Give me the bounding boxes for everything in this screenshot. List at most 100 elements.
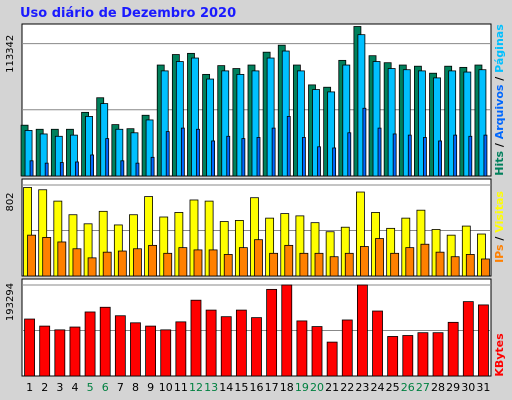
bar-files-28	[438, 140, 442, 177]
bar-pages-27	[418, 70, 426, 177]
bar-ips-26	[405, 247, 415, 277]
bar-pages-21	[327, 91, 336, 177]
bar-files-27	[423, 137, 427, 177]
bar-files-3	[59, 162, 64, 177]
x-tick-label-12: 12	[189, 381, 203, 394]
bar-pages-15	[236, 73, 245, 177]
bar-files-26	[407, 134, 412, 177]
bar-files-10	[165, 131, 170, 177]
x-tick-label-6: 6	[102, 381, 109, 394]
chart-title: Uso diário de Dezembro 2020	[20, 6, 237, 21]
bar-ips-16	[254, 239, 263, 277]
bar-kbytes-10	[160, 329, 172, 377]
bar-files-9	[150, 156, 155, 177]
bar-ips-3	[57, 241, 67, 277]
x-tick-label-13: 13	[204, 381, 218, 394]
bar-pages-12	[191, 57, 199, 177]
bar-ips-23	[360, 246, 369, 277]
x-tick-label-10: 10	[159, 381, 173, 394]
bar-kbytes-15	[235, 309, 247, 377]
bar-kbytes-11	[175, 321, 187, 377]
x-tick-label-5: 5	[87, 381, 94, 394]
side-label-bottom-part-0: KBytes	[493, 333, 506, 377]
x-tick-label-11: 11	[174, 381, 188, 394]
bar-ips-2	[42, 237, 52, 277]
x-tick-label-18: 18	[280, 381, 294, 394]
bar-files-2	[44, 162, 49, 177]
bar-files-16	[256, 137, 261, 177]
bar-files-6	[105, 138, 110, 177]
bar-pages-11	[175, 61, 184, 177]
bar-files-7	[120, 160, 125, 177]
bar-kbytes-7	[114, 315, 126, 377]
x-tick-label-24: 24	[371, 381, 385, 394]
x-tick-label-17: 17	[265, 381, 279, 394]
bar-kbytes-2	[39, 325, 51, 377]
bar-kbytes-26	[402, 335, 414, 377]
bar-kbytes-8	[130, 322, 141, 377]
bar-pages-7	[115, 128, 124, 177]
bar-ips-29	[450, 256, 460, 277]
x-tick-label-31: 31	[476, 381, 490, 394]
x-tick-label-22: 22	[340, 381, 354, 394]
x-tick-label-19: 19	[295, 381, 309, 394]
bar-pages-18	[281, 50, 290, 177]
bar-kbytes-31	[478, 304, 489, 377]
bar-kbytes-22	[341, 319, 353, 377]
x-tick-label-25: 25	[386, 381, 400, 394]
bar-kbytes-29	[447, 321, 459, 377]
bar-kbytes-12	[190, 299, 202, 377]
bar-files-22	[347, 132, 352, 177]
bar-ips-5	[87, 257, 97, 277]
bar-ips-7	[117, 250, 127, 277]
bar-ips-12	[193, 249, 203, 277]
bar-kbytes-16	[251, 317, 262, 377]
bar-ips-27	[420, 243, 430, 277]
bar-kbytes-30	[462, 301, 474, 377]
side-label-top-part-2: Páginas	[493, 24, 506, 73]
bar-ips-4	[72, 248, 82, 277]
bar-files-14	[226, 135, 231, 177]
x-tick-label-9: 9	[147, 381, 154, 394]
bar-kbytes-5	[84, 311, 96, 377]
bar-ips-1	[27, 234, 36, 277]
side-label-top: Hits / Arquivos / Páginas	[493, 24, 506, 176]
x-tick-label-8: 8	[132, 381, 139, 394]
x-tick-label-1: 1	[26, 381, 33, 394]
x-tick-label-16: 16	[250, 381, 264, 394]
bar-kbytes-20	[311, 326, 323, 377]
bar-kbytes-3	[54, 329, 66, 377]
bar-pages-10	[160, 70, 169, 177]
side-label-top-part-0: Hits	[493, 151, 506, 176]
bar-ips-19	[299, 252, 309, 277]
bar-pages-20	[312, 89, 320, 177]
bar-pages-3	[54, 135, 63, 177]
bar-files-29	[453, 134, 458, 177]
bar-files-12	[196, 128, 200, 177]
bar-pages-25	[387, 68, 396, 177]
x-tick-label-4: 4	[71, 381, 78, 394]
bar-kbytes-24	[372, 310, 383, 377]
bar-files-31	[483, 134, 488, 177]
bar-ips-11	[178, 247, 188, 277]
bar-pages-5	[85, 116, 93, 177]
bar-files-30	[468, 135, 473, 177]
bar-pages-29	[448, 70, 457, 177]
bar-ips-20	[314, 252, 324, 277]
x-tick-label-15: 15	[234, 381, 248, 394]
x-tick-label-20: 20	[310, 381, 324, 394]
bar-files-20	[317, 146, 321, 177]
bar-ips-28	[435, 251, 445, 277]
y-max-label-middle: 802	[5, 192, 16, 211]
bar-ips-17	[269, 252, 279, 277]
x-tick-label-29: 29	[446, 381, 460, 394]
bar-files-15	[241, 138, 246, 177]
bar-ips-24	[375, 238, 384, 277]
bar-ips-13	[208, 249, 218, 277]
side-label-middle-part-0: IPs	[493, 244, 506, 263]
bar-kbytes-23	[357, 284, 368, 377]
x-tick-label-30: 30	[461, 381, 475, 394]
bar-kbytes-19	[296, 320, 308, 377]
